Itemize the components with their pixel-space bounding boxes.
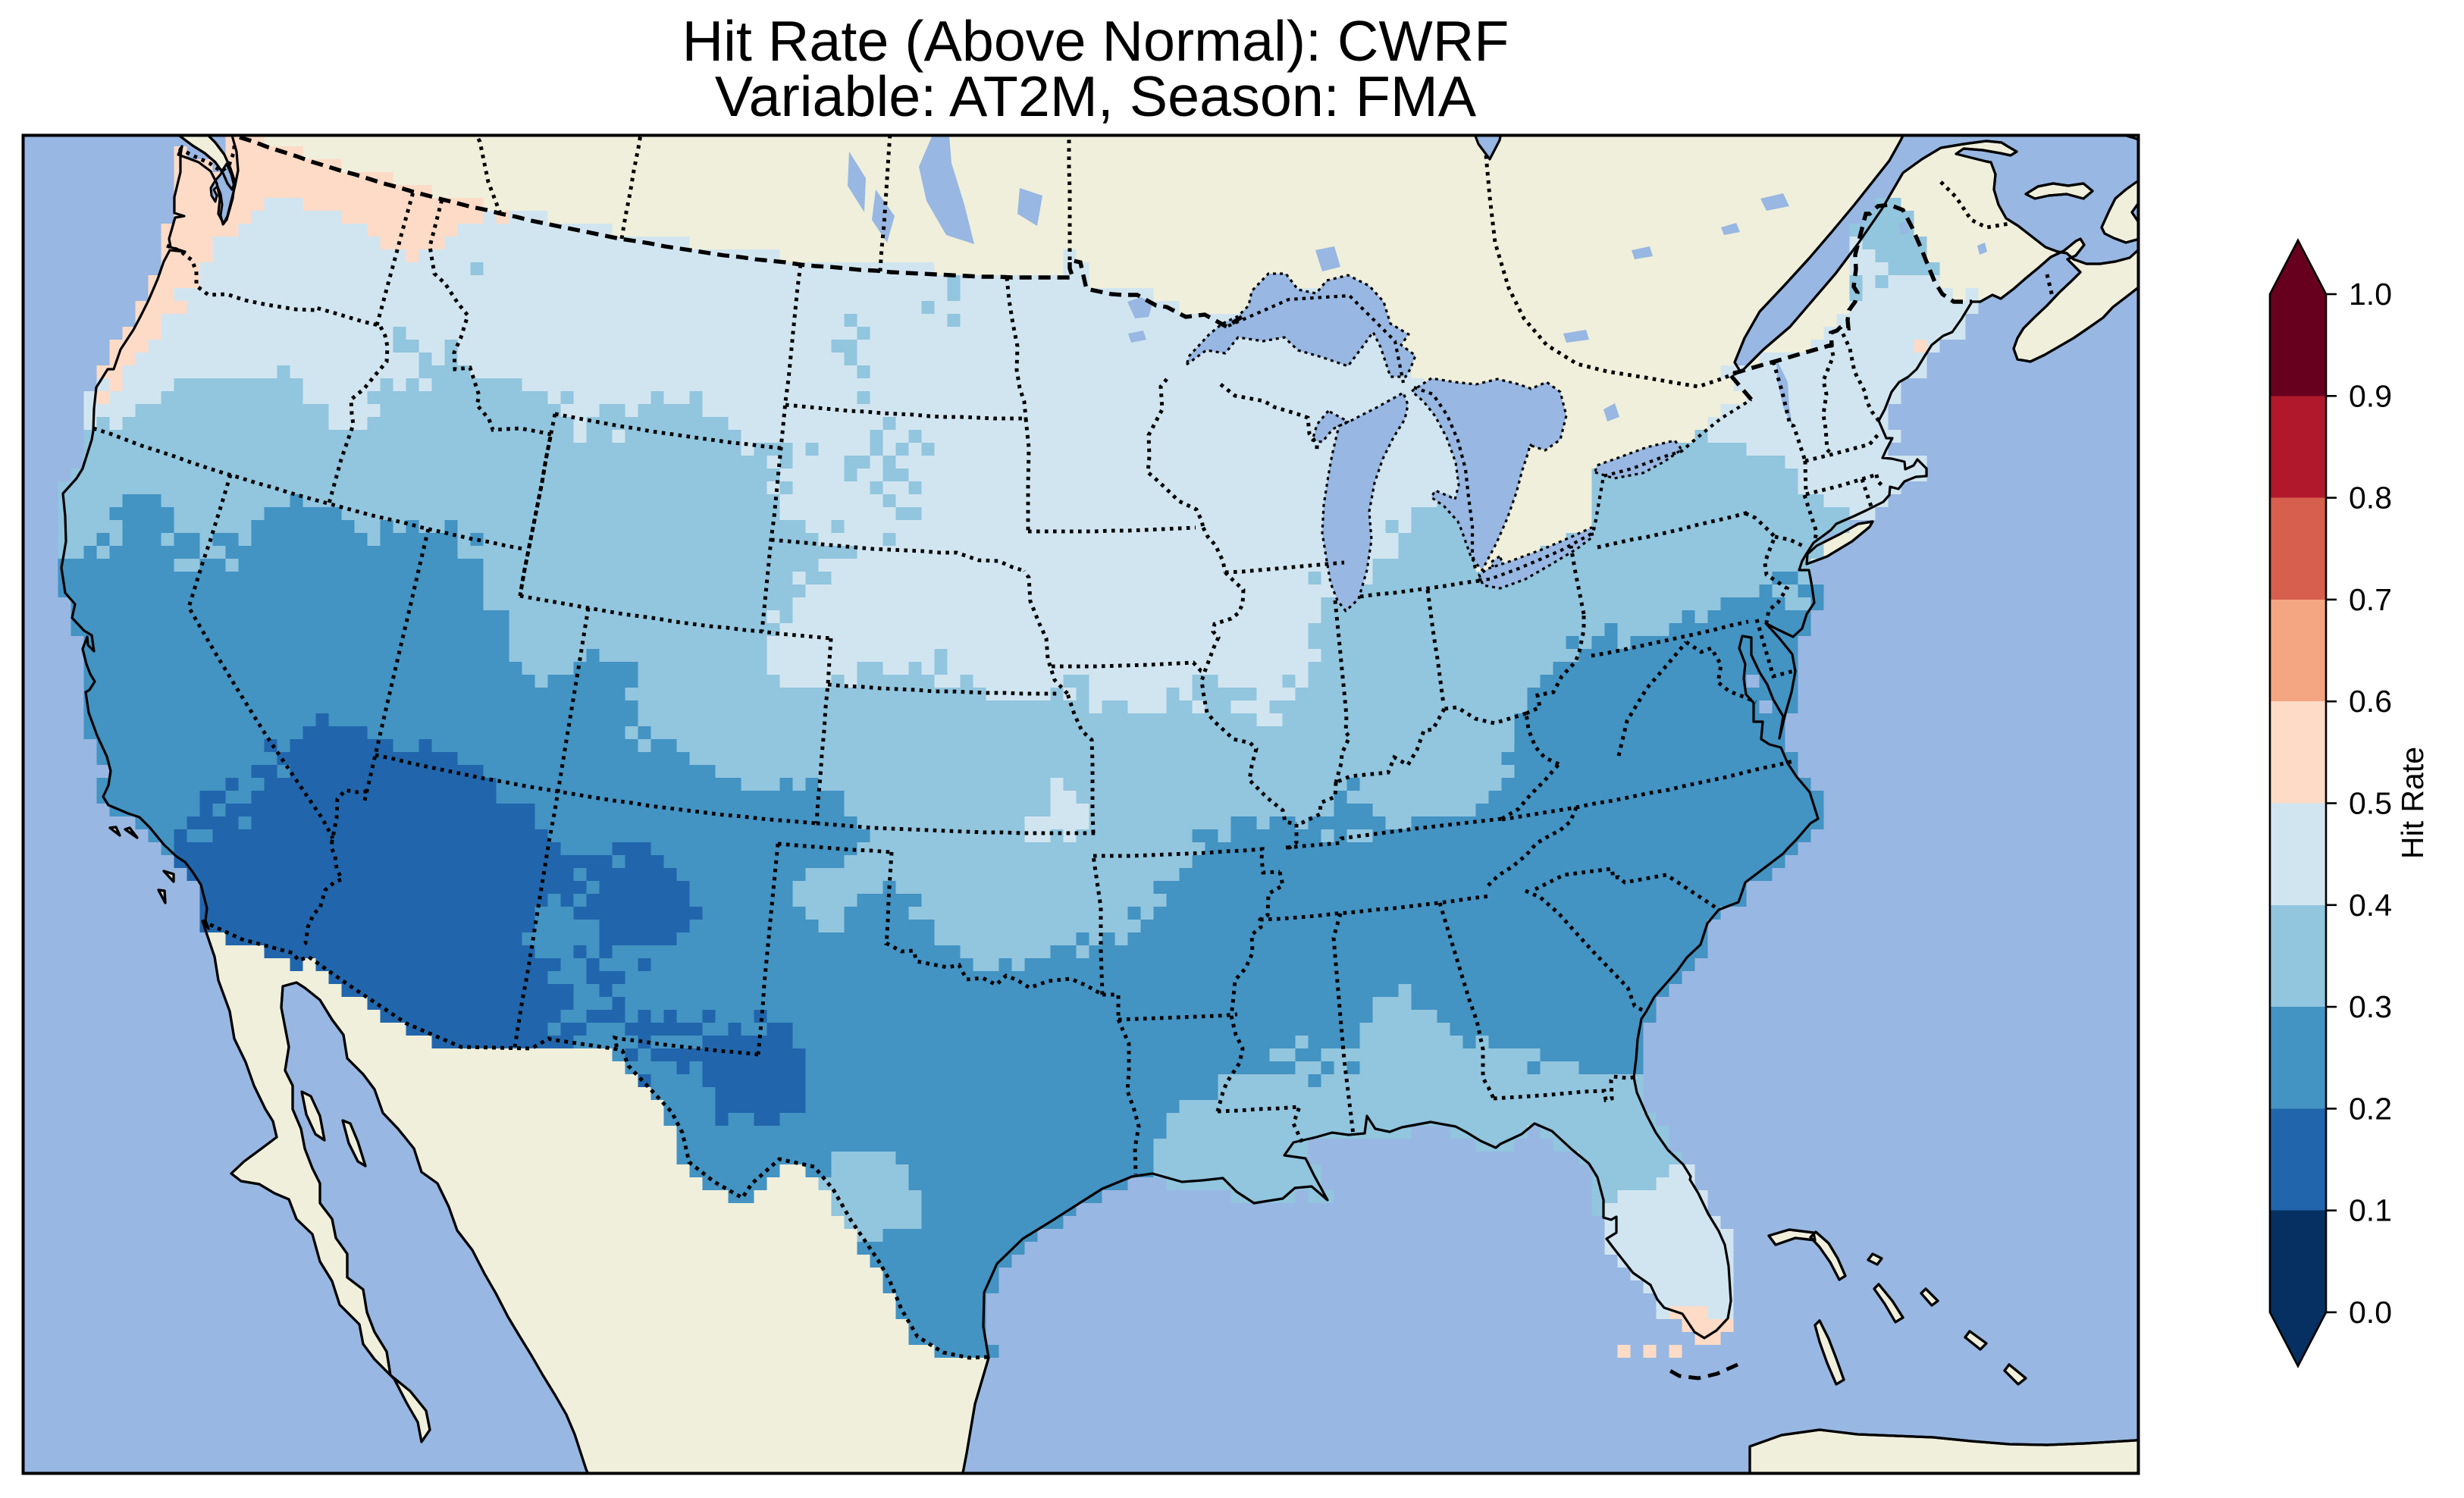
svg-text:0.6: 0.6	[2349, 684, 2392, 719]
svg-text:Hit Rate: Hit Rate	[2395, 747, 2430, 859]
svg-text:0.1: 0.1	[2349, 1193, 2392, 1228]
svg-text:0.4: 0.4	[2349, 888, 2392, 923]
svg-text:Variable: AT2M, Season: FMA: Variable: AT2M, Season: FMA	[715, 64, 1477, 128]
svg-text:0.8: 0.8	[2349, 481, 2392, 516]
svg-text:0.0: 0.0	[2349, 1295, 2392, 1330]
svg-text:0.3: 0.3	[2349, 989, 2392, 1024]
svg-text:0.5: 0.5	[2349, 786, 2392, 821]
svg-text:0.9: 0.9	[2349, 378, 2392, 413]
svg-text:0.2: 0.2	[2349, 1091, 2392, 1126]
svg-text:1.0: 1.0	[2349, 277, 2392, 312]
svg-text:Hit Rate (Above Normal): CWRF: Hit Rate (Above Normal): CWRF	[682, 9, 1509, 73]
svg-text:0.7: 0.7	[2349, 582, 2392, 617]
